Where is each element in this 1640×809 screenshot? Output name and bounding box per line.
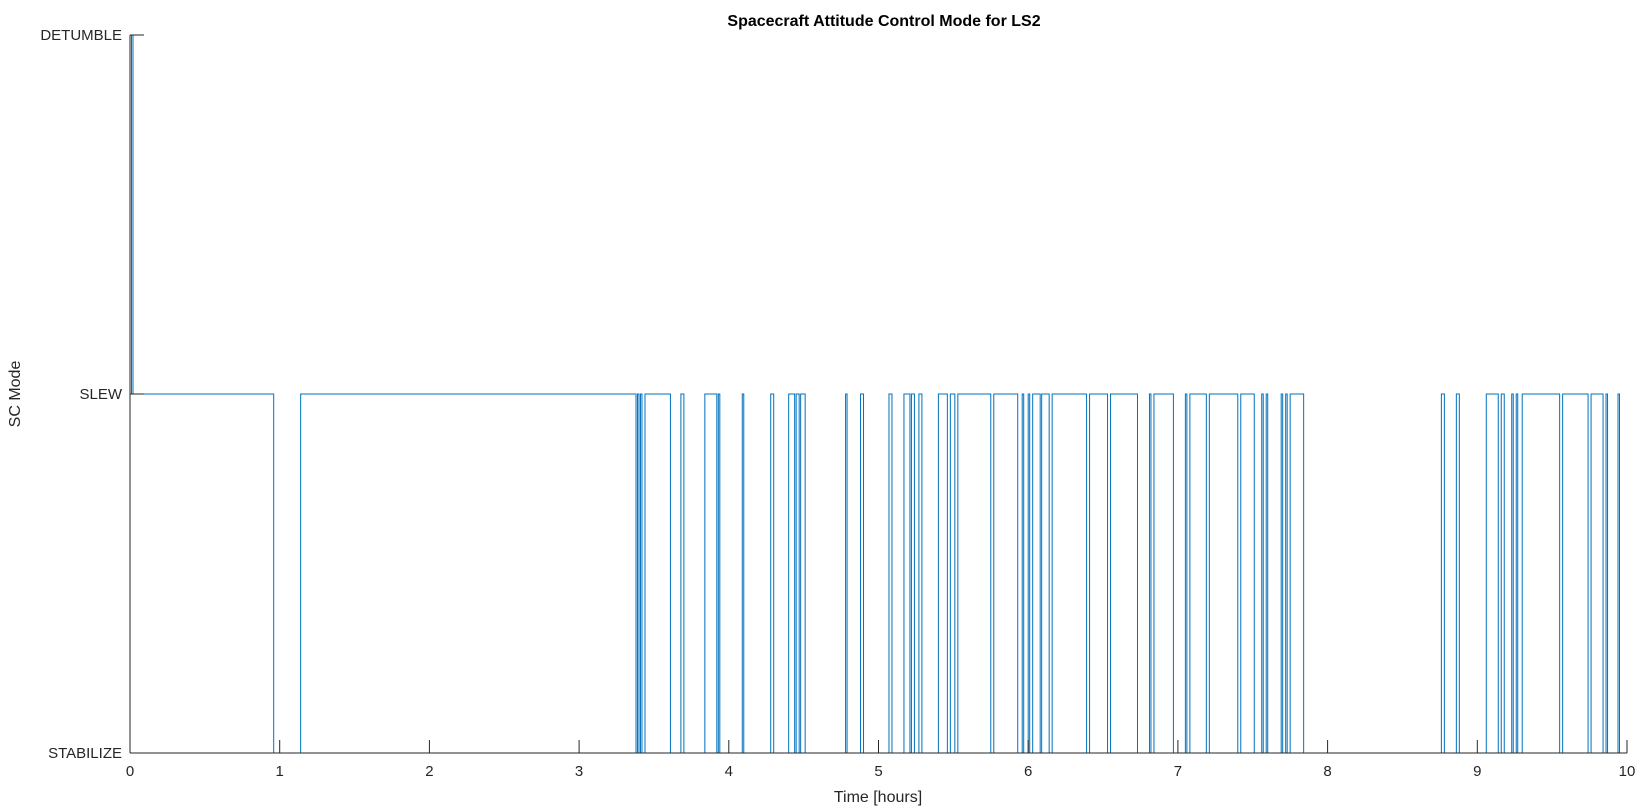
x-tick-label: 10 [1619, 763, 1636, 780]
x-tick-label: 8 [1323, 763, 1331, 780]
x-tick-label: 1 [276, 763, 284, 780]
x-tick-label: 6 [1024, 763, 1032, 780]
x-tick-label: 2 [425, 763, 433, 780]
x-tick-label: 9 [1473, 763, 1481, 780]
x-tick-label: 3 [575, 763, 583, 780]
y-axis-label: SC Mode [7, 361, 24, 428]
y-axis-ticks: STABILIZE SLEW DETUMBLE [40, 27, 144, 762]
x-tick-label: 5 [874, 763, 882, 780]
x-tick-label: 0 [126, 763, 134, 780]
series-line-0 [130, 34, 1627, 754]
x-tick-label: 4 [725, 763, 733, 780]
x-axis-label: Time [hours] [834, 789, 922, 806]
y-tick-label: DETUMBLE [40, 27, 122, 44]
x-axis-ticks: 0 1 2 3 4 5 6 7 8 9 10 [126, 740, 1636, 780]
y-tick-label: SLEW [79, 386, 122, 403]
plot-area [130, 34, 1627, 754]
x-tick-label: 7 [1174, 763, 1182, 780]
y-tick-label: STABILIZE [48, 745, 122, 762]
chart-title: Spacecraft Attitude Control Mode for LS2 [727, 13, 1040, 30]
